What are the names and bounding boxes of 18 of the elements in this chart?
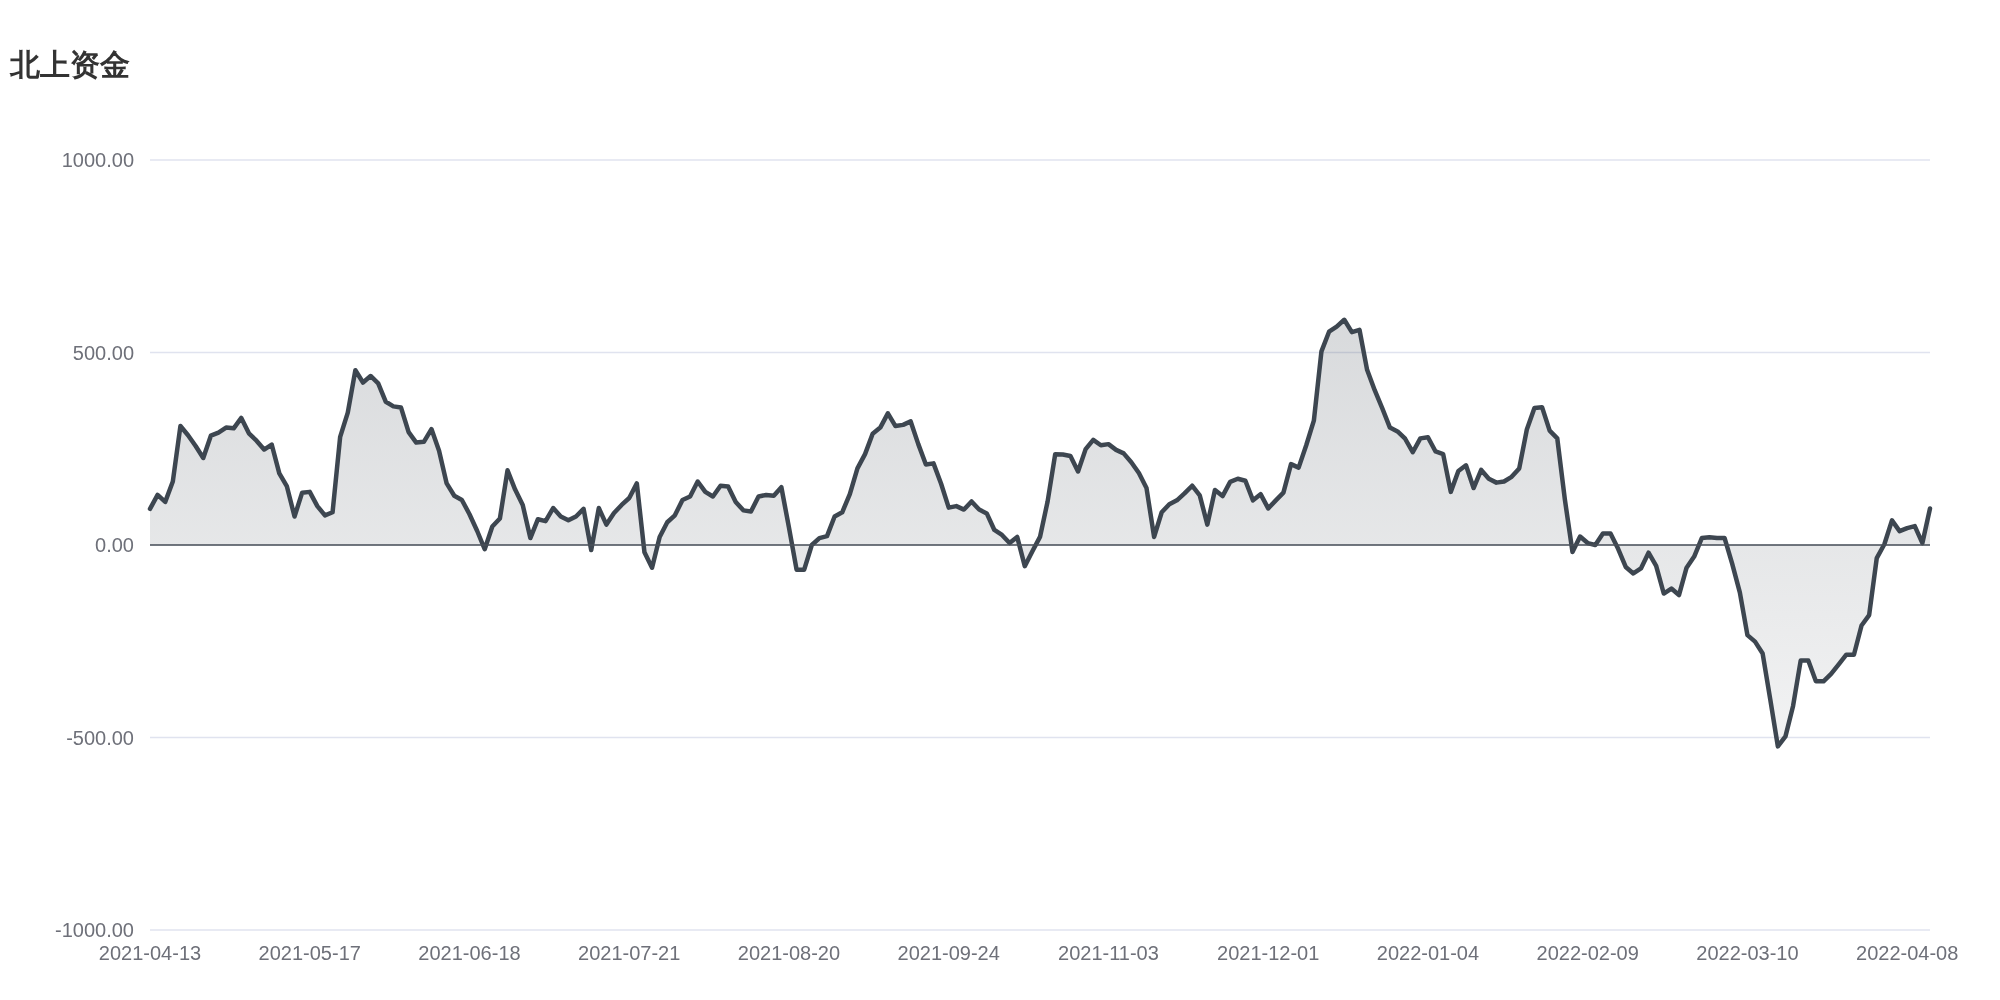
- x-tick-label: 2022-02-09: [1536, 942, 1639, 964]
- y-tick-label: 1000.00: [61, 149, 134, 171]
- x-tick-label: 2021-11-03: [1058, 942, 1159, 964]
- x-tick-label: 2021-09-24: [897, 942, 1000, 964]
- x-tick-label: 2021-04-13: [98, 942, 202, 964]
- x-tick-label: 2022-04-08: [1856, 942, 1959, 964]
- y-tick-label: 0.00: [95, 534, 134, 556]
- x-tick-label: 2021-06-18: [418, 942, 521, 964]
- x-tick-label: 2021-08-20: [737, 942, 841, 964]
- y-tick-label: -1000.00: [55, 919, 134, 941]
- x-tick-label: 2021-05-17: [258, 942, 361, 964]
- chart-title: 北上资金: [9, 48, 130, 81]
- x-tick-label: 2021-07-21: [578, 942, 681, 964]
- x-tick-label: 2022-01-04: [1376, 942, 1480, 964]
- x-tick-label: 2021-12-01: [1217, 942, 1320, 964]
- x-tick-label: 2022-03-10: [1696, 942, 1799, 964]
- y-tick-label: 500.00: [72, 341, 134, 364]
- y-tick-label: -500.00: [66, 726, 134, 749]
